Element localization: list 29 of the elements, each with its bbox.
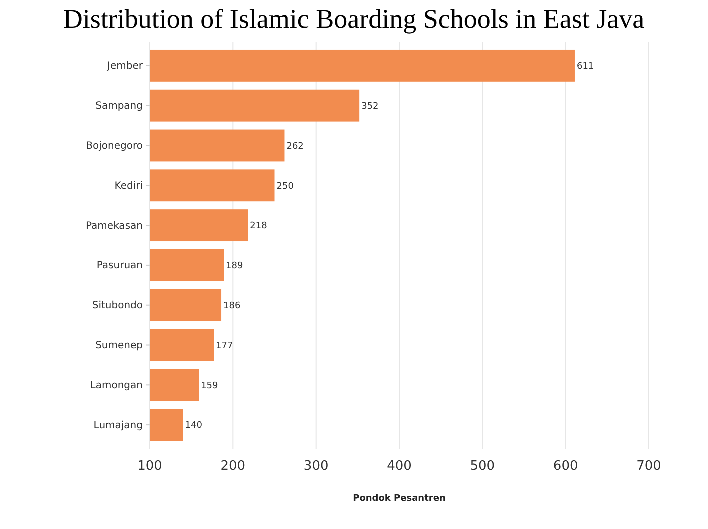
y-tick-label: Pamekasan bbox=[86, 220, 143, 232]
x-tick-label: 400 bbox=[387, 459, 412, 474]
x-tick-label: 700 bbox=[636, 459, 662, 474]
data-label: 611 bbox=[576, 62, 594, 72]
data-label: 177 bbox=[216, 341, 234, 352]
chart-title: Distribution of Islamic Boarding Schools in East Java bbox=[63, 4, 645, 34]
data-label: 250 bbox=[276, 182, 294, 192]
y-tick-label: Lumajang bbox=[94, 420, 143, 432]
x-tick-label: 300 bbox=[304, 459, 329, 474]
y-tick-label: Bojonegoro bbox=[86, 140, 143, 152]
y-tick-label: Pasuruan bbox=[96, 260, 143, 272]
y-tick-label: Jember bbox=[106, 61, 144, 72]
y-tick-label: Situbondo bbox=[92, 300, 143, 312]
y-tick-label: Sumenep bbox=[96, 340, 143, 352]
x-tick-label: 500 bbox=[470, 459, 496, 474]
y-tick-label: Kediri bbox=[114, 180, 143, 192]
data-label: 352 bbox=[362, 102, 379, 112]
data-label: 140 bbox=[185, 421, 203, 432]
x-tick-label: 100 bbox=[138, 459, 162, 474]
data-label: 262 bbox=[286, 142, 304, 152]
data-label: 186 bbox=[224, 302, 241, 312]
x-axis-title: Pondok Pesantren bbox=[353, 494, 446, 504]
data-label: 218 bbox=[250, 222, 268, 232]
y-tick-label: Lamongan bbox=[90, 380, 143, 392]
x-tick-label: 200 bbox=[220, 459, 246, 474]
data-label: 159 bbox=[201, 381, 219, 392]
x-tick-label: 600 bbox=[553, 459, 578, 474]
y-tick-label: Sampang bbox=[96, 101, 143, 112]
data-label: 189 bbox=[226, 262, 244, 272]
